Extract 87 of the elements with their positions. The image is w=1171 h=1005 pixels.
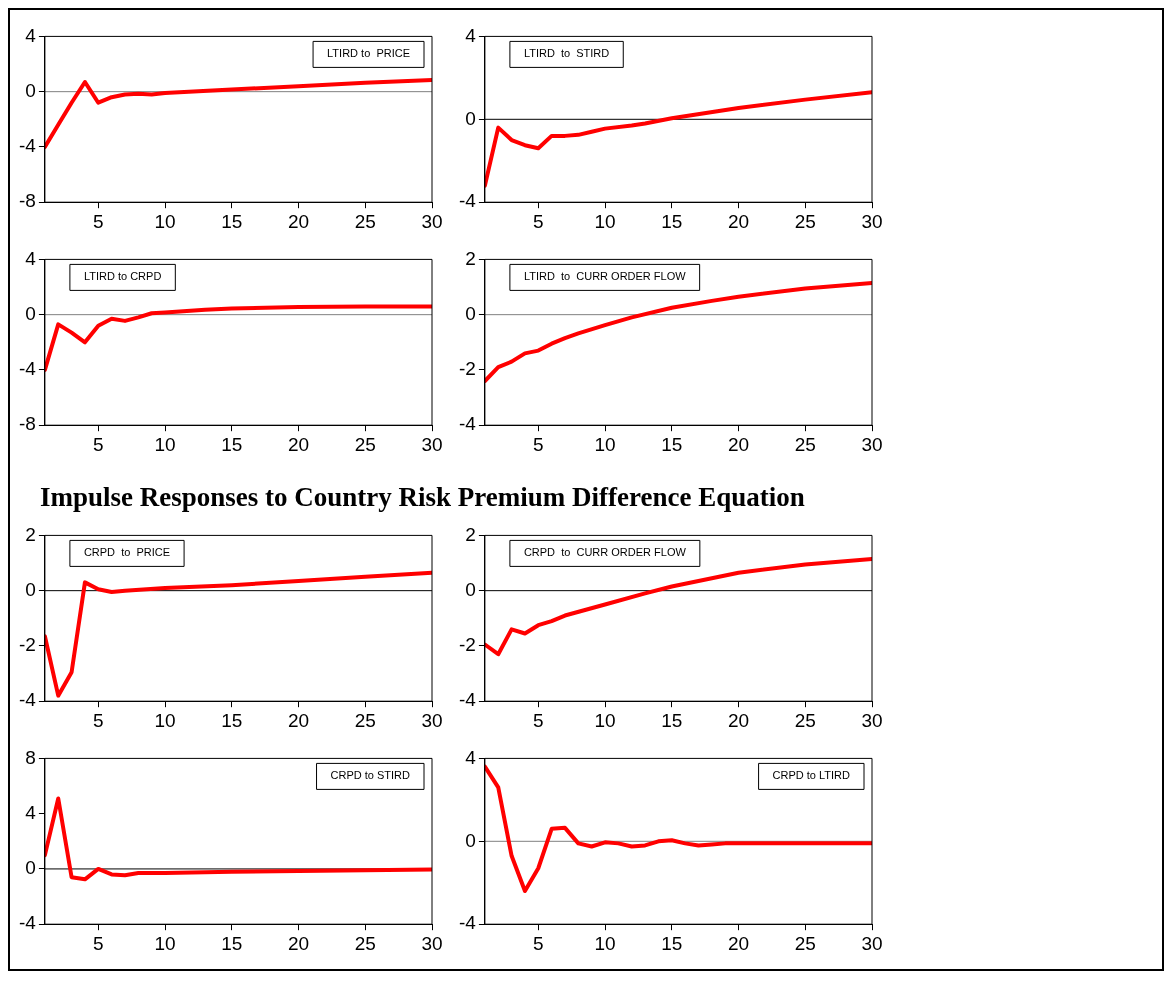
y-tick-label: 2	[25, 523, 36, 545]
x-tick-label: 25	[354, 210, 376, 232]
text: CRPD to PRICE	[83, 546, 171, 559]
text: LTIRD to CRPD	[83, 270, 162, 283]
chart-title: Impulse Responses to Country Risk Premium Difference Equation	[40, 482, 806, 513]
x-tick-label: 30	[421, 932, 443, 954]
y-tick-label: -4	[458, 912, 477, 934]
x-tick-label: 20	[727, 210, 750, 232]
x-tick-label: 25	[354, 932, 376, 954]
x-tick-label: 5	[93, 210, 104, 232]
x-tick-label: 30	[421, 433, 443, 455]
x-tick-label: 5	[533, 433, 544, 455]
x-tick-label: 15	[221, 932, 243, 954]
text: LTIRD to CURR ORDER FLOW	[523, 270, 687, 283]
x-tick-label: 30	[861, 932, 883, 954]
text: CRPD to CURR ORDER FLOW	[523, 546, 687, 559]
y-tick-label: 2	[465, 247, 476, 269]
series-label: LTIRD to PRICE	[327, 47, 411, 60]
x-tick-label: 30	[861, 709, 883, 731]
y-tick-label: 4	[465, 24, 477, 46]
x-tick-label: 25	[794, 709, 816, 731]
x-tick-label: 25	[794, 433, 816, 455]
x-tick-label: 30	[421, 210, 443, 232]
y-tick-label: -4	[18, 689, 37, 711]
y-tick-label: 0	[465, 302, 476, 324]
y-tick-label: -4	[458, 190, 477, 212]
text: LTIRD to STIRD	[523, 47, 610, 60]
x-tick-label: 15	[661, 210, 683, 232]
y-tick-label: 4	[25, 24, 37, 46]
x-tick-label: 25	[354, 433, 376, 455]
x-tick-label: 5	[533, 932, 544, 954]
x-tick-label: 25	[354, 709, 376, 731]
x-tick-label: 10	[594, 932, 616, 954]
x-tick-label: 30	[861, 210, 883, 232]
x-tick-label: 10	[594, 210, 616, 232]
x-tick-label: 5	[533, 210, 544, 232]
x-tick-label: 5	[533, 709, 544, 731]
y-tick-label: -4	[458, 413, 477, 435]
x-tick-label: 20	[727, 709, 750, 731]
x-tick-label: 15	[661, 709, 683, 731]
y-tick-label: -4	[18, 135, 37, 157]
y-tick-label: 4	[465, 746, 477, 768]
x-tick-label: 30	[861, 433, 883, 455]
y-tick-label: -2	[18, 634, 36, 656]
y-tick-label: 2	[465, 523, 476, 545]
x-tick-label: 10	[594, 433, 616, 455]
y-tick-label: -8	[18, 190, 36, 212]
x-tick-label: 15	[221, 433, 243, 455]
x-tick-label: 10	[154, 932, 176, 954]
x-tick-label: 20	[287, 210, 310, 232]
x-tick-label: 5	[93, 709, 104, 731]
x-tick-label: 15	[661, 932, 683, 954]
x-tick-label: 10	[154, 433, 176, 455]
x-tick-label: 20	[287, 709, 310, 731]
y-tick-label: 0	[465, 829, 476, 851]
y-tick-label: -2	[458, 634, 476, 656]
x-tick-label: 15	[661, 433, 683, 455]
y-tick-label: 8	[25, 746, 36, 768]
x-tick-label: 20	[287, 932, 310, 954]
x-tick-label: 5	[93, 932, 104, 954]
y-tick-label: 0	[25, 79, 36, 101]
x-tick-label: 20	[727, 932, 750, 954]
y-tick-label: -2	[458, 358, 476, 380]
y-tick-label: 0	[25, 857, 36, 879]
y-tick-label: -4	[18, 912, 37, 934]
x-tick-label: 10	[154, 210, 176, 232]
y-tick-label: 0	[465, 578, 476, 600]
text: CRPD to LTIRD	[772, 769, 851, 782]
x-tick-label: 15	[221, 210, 243, 232]
y-tick-label: 0	[25, 302, 36, 324]
x-tick-label: 20	[727, 433, 750, 455]
y-tick-label: -4	[18, 358, 37, 380]
y-tick-label: 0	[25, 578, 36, 600]
x-tick-label: 10	[594, 709, 616, 731]
y-tick-label: 0	[465, 107, 476, 129]
y-tick-label: 4	[25, 801, 37, 823]
x-tick-label: 15	[221, 709, 243, 731]
x-tick-label: 25	[794, 210, 816, 232]
x-tick-label: 30	[421, 709, 443, 731]
y-tick-label: -4	[458, 689, 477, 711]
y-tick-label: 4	[25, 247, 37, 269]
x-tick-label: 10	[154, 709, 176, 731]
x-tick-label: 5	[93, 433, 104, 455]
x-tick-label: 20	[287, 433, 310, 455]
x-tick-label: 25	[794, 932, 816, 954]
y-tick-label: -8	[18, 413, 36, 435]
text: CRPD to STIRD	[330, 769, 411, 782]
